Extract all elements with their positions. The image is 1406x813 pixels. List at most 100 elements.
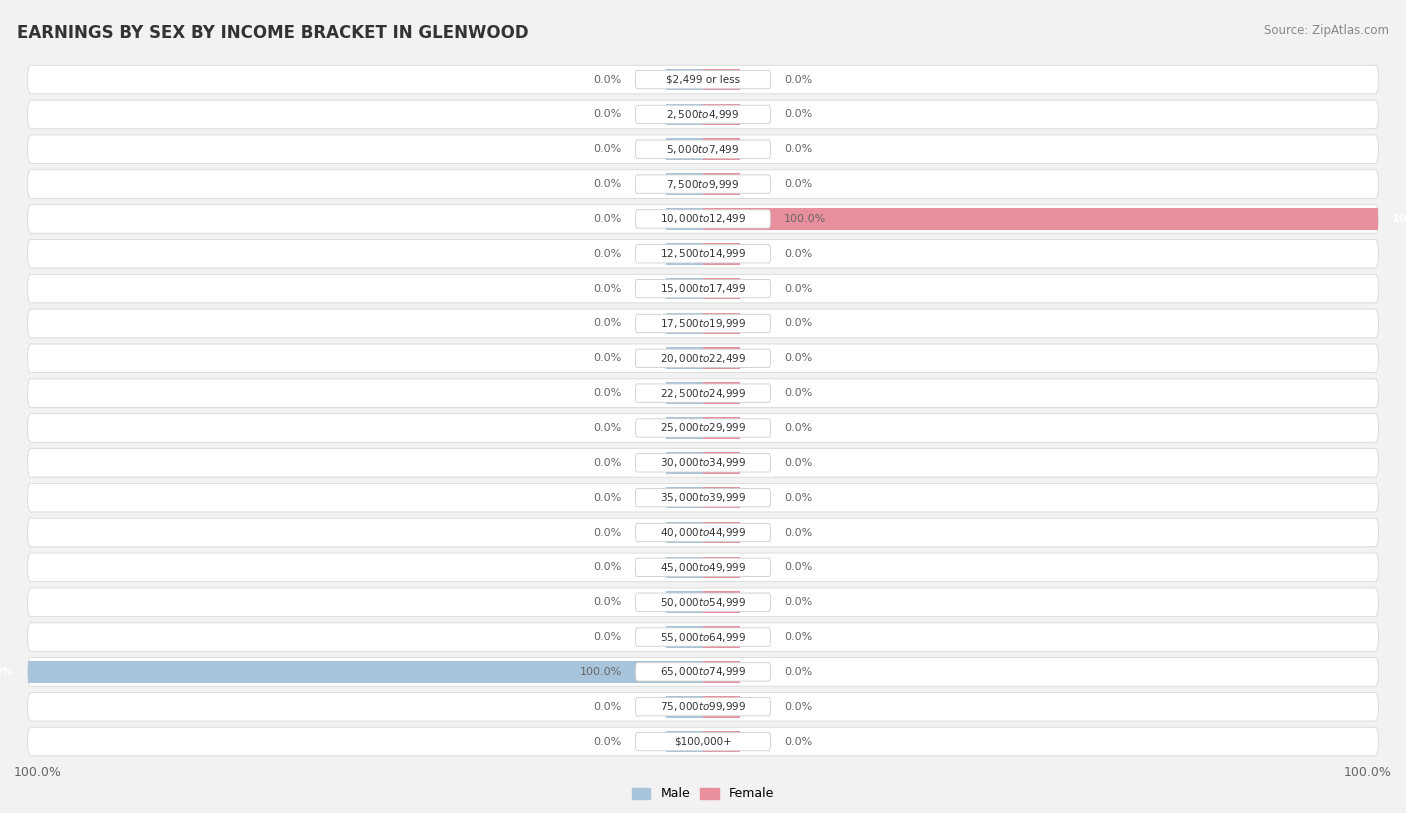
Text: 0.0%: 0.0% [785, 667, 813, 677]
Text: 100.0%: 100.0% [1344, 766, 1392, 779]
Text: 0.0%: 0.0% [593, 598, 621, 607]
Text: $35,000 to $39,999: $35,000 to $39,999 [659, 491, 747, 504]
Text: 100.0%: 100.0% [0, 667, 14, 677]
Bar [666, 382, 703, 404]
Text: 0.0%: 0.0% [593, 214, 621, 224]
FancyBboxPatch shape [636, 559, 770, 576]
Text: $5,000 to $7,499: $5,000 to $7,499 [666, 143, 740, 156]
Text: EARNINGS BY SEX BY INCOME BRACKET IN GLENWOOD: EARNINGS BY SEX BY INCOME BRACKET IN GLE… [17, 24, 529, 42]
Bar [666, 347, 703, 369]
Text: 0.0%: 0.0% [593, 388, 621, 398]
Text: 0.0%: 0.0% [593, 737, 621, 746]
Bar [666, 69, 703, 90]
Text: 0.0%: 0.0% [785, 354, 813, 363]
FancyBboxPatch shape [28, 414, 1378, 442]
Bar [666, 731, 703, 752]
Text: 0.0%: 0.0% [593, 354, 621, 363]
FancyBboxPatch shape [28, 449, 1378, 477]
Text: $75,000 to $99,999: $75,000 to $99,999 [659, 700, 747, 713]
Text: 0.0%: 0.0% [785, 423, 813, 433]
FancyBboxPatch shape [636, 384, 770, 402]
Text: 0.0%: 0.0% [785, 493, 813, 502]
Bar [703, 347, 740, 369]
FancyBboxPatch shape [28, 658, 1378, 686]
Text: $65,000 to $74,999: $65,000 to $74,999 [659, 665, 747, 678]
Bar [666, 487, 703, 508]
Legend: Male, Female: Male, Female [631, 788, 775, 801]
FancyBboxPatch shape [28, 100, 1378, 128]
FancyBboxPatch shape [28, 205, 1378, 233]
FancyBboxPatch shape [28, 553, 1378, 581]
Bar [703, 452, 740, 474]
FancyBboxPatch shape [28, 728, 1378, 756]
Bar [666, 591, 703, 613]
Bar [703, 103, 740, 125]
FancyBboxPatch shape [28, 240, 1378, 268]
Bar [703, 522, 740, 543]
Bar [666, 626, 703, 648]
Text: 0.0%: 0.0% [593, 423, 621, 433]
Text: $25,000 to $29,999: $25,000 to $29,999 [659, 421, 747, 434]
Bar [703, 173, 740, 195]
Text: 0.0%: 0.0% [593, 528, 621, 537]
Text: 0.0%: 0.0% [593, 284, 621, 293]
FancyBboxPatch shape [28, 135, 1378, 163]
Bar [703, 138, 740, 160]
Bar [666, 522, 703, 543]
Bar [666, 452, 703, 474]
Bar [703, 69, 740, 90]
FancyBboxPatch shape [636, 210, 770, 228]
Bar [666, 138, 703, 160]
FancyBboxPatch shape [636, 628, 770, 646]
Text: 0.0%: 0.0% [785, 598, 813, 607]
Text: 100.0%: 100.0% [579, 667, 621, 677]
FancyBboxPatch shape [636, 280, 770, 298]
Text: $17,500 to $19,999: $17,500 to $19,999 [659, 317, 747, 330]
FancyBboxPatch shape [636, 175, 770, 193]
Text: 0.0%: 0.0% [785, 249, 813, 259]
Bar [666, 696, 703, 718]
Bar [703, 661, 740, 683]
FancyBboxPatch shape [636, 524, 770, 541]
FancyBboxPatch shape [636, 349, 770, 367]
Text: 0.0%: 0.0% [593, 458, 621, 467]
Text: $15,000 to $17,499: $15,000 to $17,499 [659, 282, 747, 295]
Text: $2,499 or less: $2,499 or less [666, 75, 740, 85]
Text: 0.0%: 0.0% [593, 179, 621, 189]
FancyBboxPatch shape [636, 489, 770, 506]
Bar [703, 243, 740, 264]
Bar [666, 208, 703, 230]
Text: 0.0%: 0.0% [593, 563, 621, 572]
Bar [703, 626, 740, 648]
Text: $45,000 to $49,999: $45,000 to $49,999 [659, 561, 747, 574]
Text: Source: ZipAtlas.com: Source: ZipAtlas.com [1264, 24, 1389, 37]
Text: 100.0%: 100.0% [14, 766, 62, 779]
Bar [703, 417, 740, 439]
Bar [666, 173, 703, 195]
FancyBboxPatch shape [636, 733, 770, 750]
FancyBboxPatch shape [28, 309, 1378, 337]
Bar [703, 731, 740, 752]
Text: 0.0%: 0.0% [593, 319, 621, 328]
FancyBboxPatch shape [28, 588, 1378, 616]
Text: $12,500 to $14,999: $12,500 to $14,999 [659, 247, 747, 260]
Text: 100.0%: 100.0% [785, 214, 827, 224]
Bar [666, 417, 703, 439]
Text: 0.0%: 0.0% [593, 75, 621, 85]
Text: 0.0%: 0.0% [593, 493, 621, 502]
Text: 0.0%: 0.0% [785, 179, 813, 189]
Text: 0.0%: 0.0% [593, 110, 621, 120]
FancyBboxPatch shape [636, 71, 770, 89]
FancyBboxPatch shape [636, 419, 770, 437]
FancyBboxPatch shape [28, 623, 1378, 651]
FancyBboxPatch shape [28, 484, 1378, 512]
Text: 0.0%: 0.0% [785, 284, 813, 293]
Text: 0.0%: 0.0% [593, 144, 621, 154]
FancyBboxPatch shape [28, 693, 1378, 721]
FancyBboxPatch shape [636, 454, 770, 472]
Bar [703, 382, 740, 404]
FancyBboxPatch shape [28, 274, 1378, 303]
Bar [666, 103, 703, 125]
Text: $40,000 to $44,999: $40,000 to $44,999 [659, 526, 747, 539]
Text: 0.0%: 0.0% [785, 144, 813, 154]
